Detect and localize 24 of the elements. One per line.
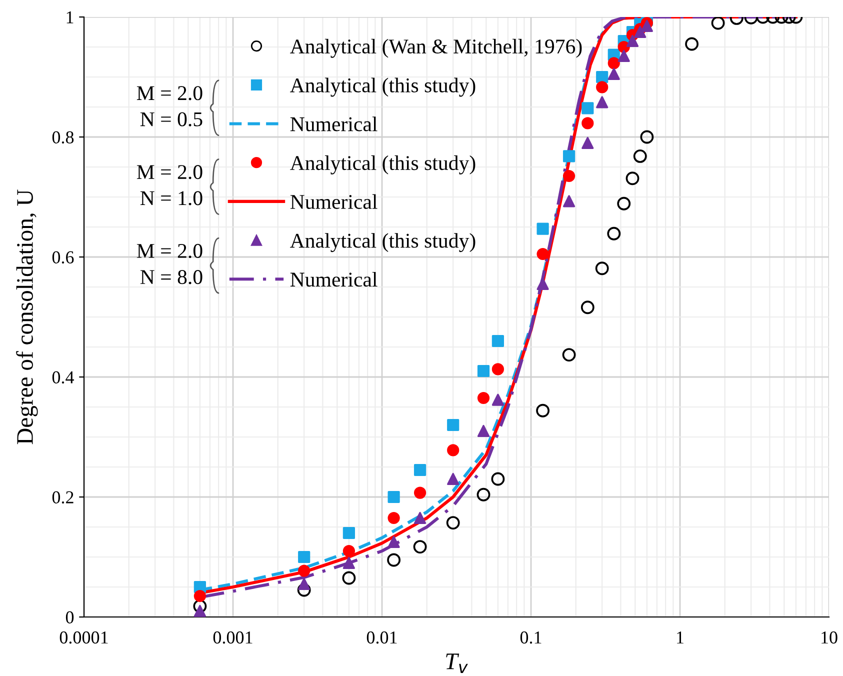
y-axis-title: Degree of consolidation, U (16, 190, 38, 444)
x-tick-label: 0.0001 (60, 631, 108, 644)
x-axis-title: T$_{v}$ (446, 654, 468, 673)
y-tick-label: 0.8 (52, 131, 74, 144)
legend-label: Analytical (Wan & Mitchell, 1976) (290, 38, 582, 58)
y-tick-label: 0.4 (52, 371, 74, 384)
legend-label: Analytical (this study) (290, 78, 476, 97)
annotation: M = 2.0 N = 8.0 (136, 244, 202, 284)
legend-label: Numerical (290, 272, 378, 287)
x-tick-label: 10 (822, 631, 838, 644)
legend-label: Analytical (this study) (290, 155, 476, 174)
x-tick-label: 0.1 (520, 631, 542, 644)
y-tick-label: 1 (66, 11, 74, 24)
y-tick-label: 0.6 (52, 251, 74, 264)
legend-label: Numerical (290, 116, 378, 132)
annotation: M = 2.0 N = 1.0 (136, 165, 202, 206)
x-tick-label: 1 (677, 632, 684, 644)
x-tick-label: 0.01 (366, 631, 397, 644)
legend-label: Numerical (290, 194, 378, 209)
y-tick-label: 0.2 (52, 491, 74, 504)
annotation: M = 2.0 N = 0.5 (136, 86, 202, 126)
y-tick-label: 0 (66, 611, 74, 624)
legend-label: Analytical (this study) (290, 233, 476, 252)
x-tick-label: 0.001 (213, 631, 252, 644)
